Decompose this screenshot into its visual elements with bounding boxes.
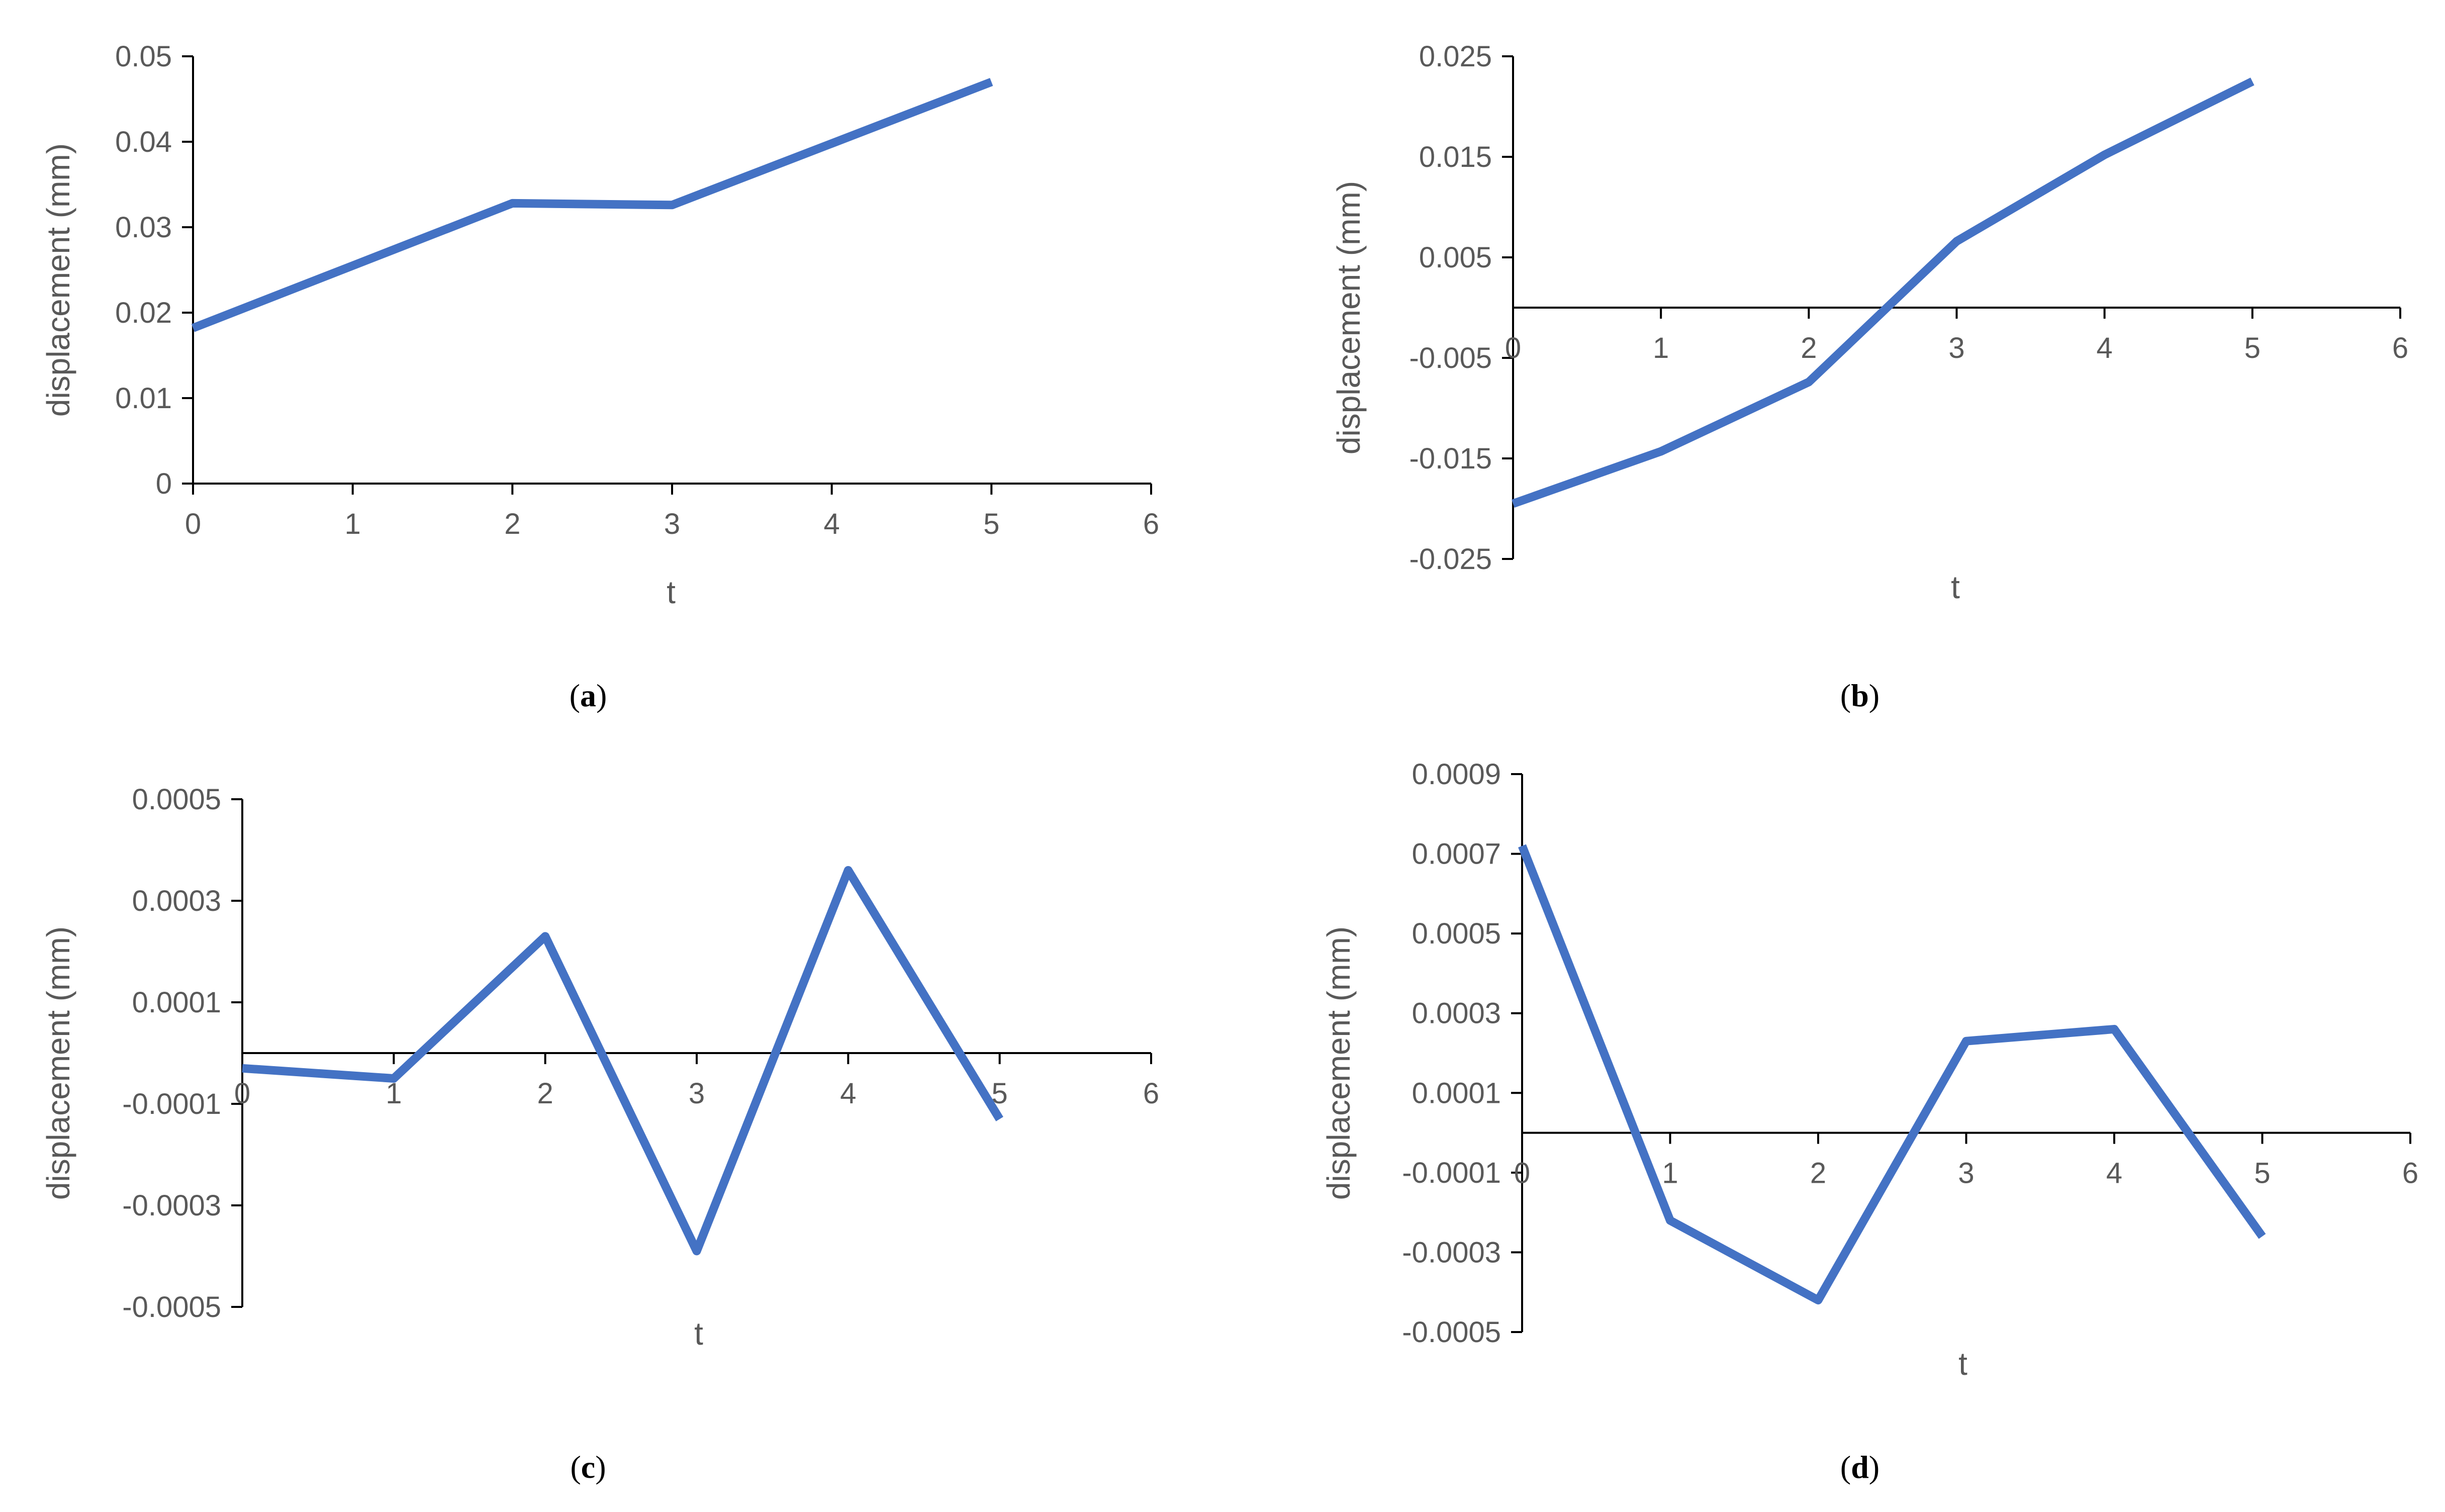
caption-paren-open: ( [1840, 678, 1851, 713]
y-tick-label: 0.0003 [1412, 997, 1501, 1030]
caption-letter: b [1851, 678, 1869, 713]
y-tick-label: 0.005 [1419, 241, 1492, 274]
caption-paren-open: ( [570, 1449, 581, 1485]
x-tick-label: 4 [824, 508, 840, 540]
y-axis-title: displacement (mm) [1321, 926, 1357, 1200]
x-tick-label: 1 [1653, 332, 1669, 364]
y-tick-label: 0.0001 [1412, 1077, 1501, 1109]
x-tick-label: 3 [664, 508, 680, 540]
x-tick-label: 3 [1958, 1157, 1974, 1190]
y-tick-label: 0.05 [115, 40, 172, 73]
x-axis-title: t [1951, 569, 1960, 605]
y-axis-title: displacement (mm) [1331, 181, 1367, 454]
y-tick-label: 0.0005 [1412, 917, 1501, 950]
y-tick-label: 0.0001 [132, 986, 221, 1019]
panel-caption: (d) [1840, 1449, 1879, 1485]
x-tick-label: 2 [1801, 332, 1817, 364]
caption-paren-close: ) [596, 678, 607, 713]
caption-letter: c [581, 1449, 595, 1485]
x-axis-title: t [1958, 1346, 1967, 1382]
y-tick-label: -0.0005 [122, 1291, 221, 1324]
caption-paren-open: ( [1840, 1449, 1851, 1485]
series-line [191, 78, 993, 332]
x-tick-label: 6 [1143, 508, 1159, 540]
y-tick-label: 0 [156, 467, 172, 500]
chart-panel-b: -0.025 -0.015 -0.005 0.005 0.015 0.025 0 1 2 3 4 5 6… [1331, 40, 2408, 713]
x-axis-title: t [667, 574, 676, 610]
x-tick-label: 3 [1948, 332, 1964, 364]
x-tick-label: 3 [689, 1077, 705, 1110]
x-tick-label: 0 [234, 1077, 250, 1110]
y-tick-label: -0.0003 [122, 1189, 221, 1222]
y-tick-label: -0.015 [1409, 442, 1492, 475]
y-tick-label: 0.0007 [1412, 838, 1501, 871]
y-axis-title: displacement (mm) [40, 143, 76, 417]
x-tick-label: 2 [537, 1077, 553, 1110]
caption-paren-close: ) [1869, 678, 1879, 713]
x-tick-label: 5 [2244, 332, 2261, 364]
y-tick-label: 0.03 [115, 211, 172, 244]
x-tick-label: 0 [1514, 1157, 1530, 1190]
x-tick-label: 2 [1810, 1157, 1826, 1190]
x-tick-label: 4 [2106, 1157, 2122, 1190]
x-axis-title: t [694, 1315, 703, 1352]
y-tick-label: 0.0003 [132, 885, 221, 917]
y-tick-label: -0.0005 [1402, 1316, 1501, 1349]
y-tick-label: 0.04 [115, 126, 172, 158]
chart-panel-d: -0.0005 -0.0003 -0.0001 0.0001 0.0003 0.0005 0… [1321, 758, 2418, 1485]
chart-panel-c: -0.0005 -0.0003 -0.0001 0.0001 0.0003 0.0005 0… [40, 783, 1159, 1485]
series-line [1518, 844, 2266, 1305]
x-tick-label: 6 [1143, 1077, 1159, 1110]
y-tick-label: -0.0001 [122, 1088, 221, 1120]
x-tick-label: 6 [2402, 1157, 2418, 1190]
x-tick-label: 0 [1505, 332, 1521, 364]
x-tick-label: 6 [2392, 332, 2408, 364]
caption-paren-open: ( [570, 678, 580, 713]
y-tick-label: 0.0005 [132, 783, 221, 816]
series-line [242, 866, 1003, 1256]
x-tick-label: 1 [1662, 1157, 1678, 1190]
y-tick-label: -0.025 [1409, 543, 1492, 576]
caption-paren-close: ) [1869, 1449, 1879, 1485]
panel-caption: (b) [1840, 678, 1879, 713]
y-axis-title: displacement (mm) [40, 926, 76, 1200]
caption-paren-close: ) [595, 1449, 606, 1485]
x-tick-label: 1 [345, 508, 361, 540]
chart-panel-a: 0 0.01 0.02 0.03 0.04 0.05 0 1 2 3 4 5 6 t displacemen… [40, 40, 1159, 713]
caption-letter: a [580, 678, 596, 713]
series-line [1512, 77, 2254, 508]
caption-letter: d [1851, 1449, 1869, 1485]
y-tick-label: 0.02 [115, 297, 172, 329]
y-tick-label: 0.0009 [1412, 758, 1501, 791]
y-tick-label: -0.0001 [1402, 1157, 1501, 1189]
x-tick-label: 2 [504, 508, 520, 540]
y-tick-label: -0.005 [1409, 342, 1492, 374]
x-tick-label: 4 [840, 1077, 856, 1110]
y-tick-label: 0.015 [1419, 141, 1492, 173]
y-tick-label: 0.025 [1419, 40, 1492, 73]
x-tick-label: 4 [2097, 332, 2113, 364]
x-tick-label: 5 [983, 508, 999, 540]
y-tick-label: -0.0003 [1402, 1236, 1501, 1269]
x-tick-label: 0 [185, 508, 201, 540]
panel-caption: (a) [570, 678, 607, 713]
y-tick-label: 0.01 [115, 382, 172, 415]
x-tick-label: 5 [2254, 1157, 2270, 1190]
panel-caption: (c) [570, 1449, 606, 1485]
